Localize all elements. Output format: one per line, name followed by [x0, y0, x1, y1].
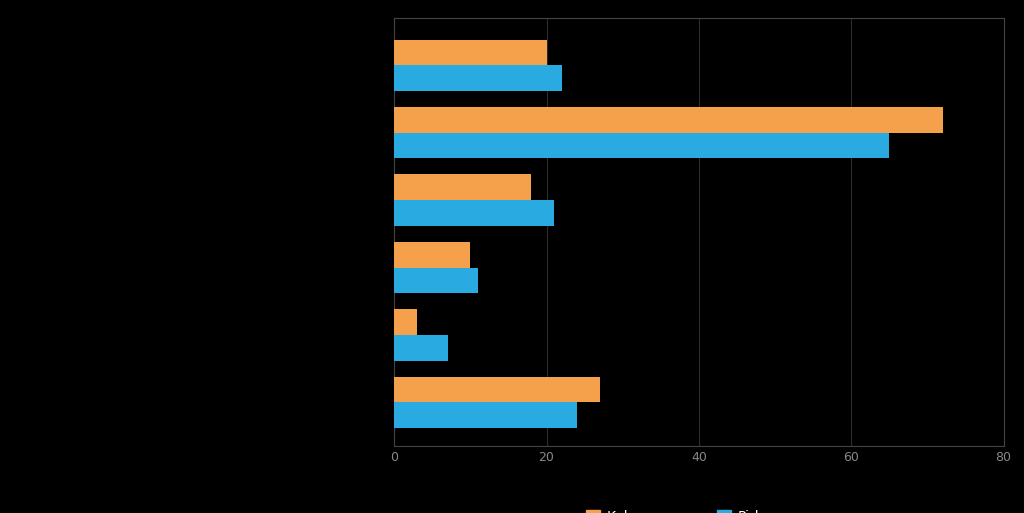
Legend: Koko maa, Pirkanmaa: Koko maa, Pirkanmaa: [581, 504, 817, 513]
Bar: [394, 174, 531, 200]
Bar: [394, 242, 470, 268]
Bar: [394, 335, 447, 361]
Bar: [394, 40, 547, 65]
Bar: [394, 107, 942, 133]
Bar: [394, 268, 478, 293]
Bar: [394, 309, 417, 335]
Bar: [394, 65, 562, 91]
Bar: [394, 133, 889, 159]
Bar: [394, 403, 578, 428]
Bar: [394, 200, 554, 226]
Bar: [394, 377, 600, 403]
